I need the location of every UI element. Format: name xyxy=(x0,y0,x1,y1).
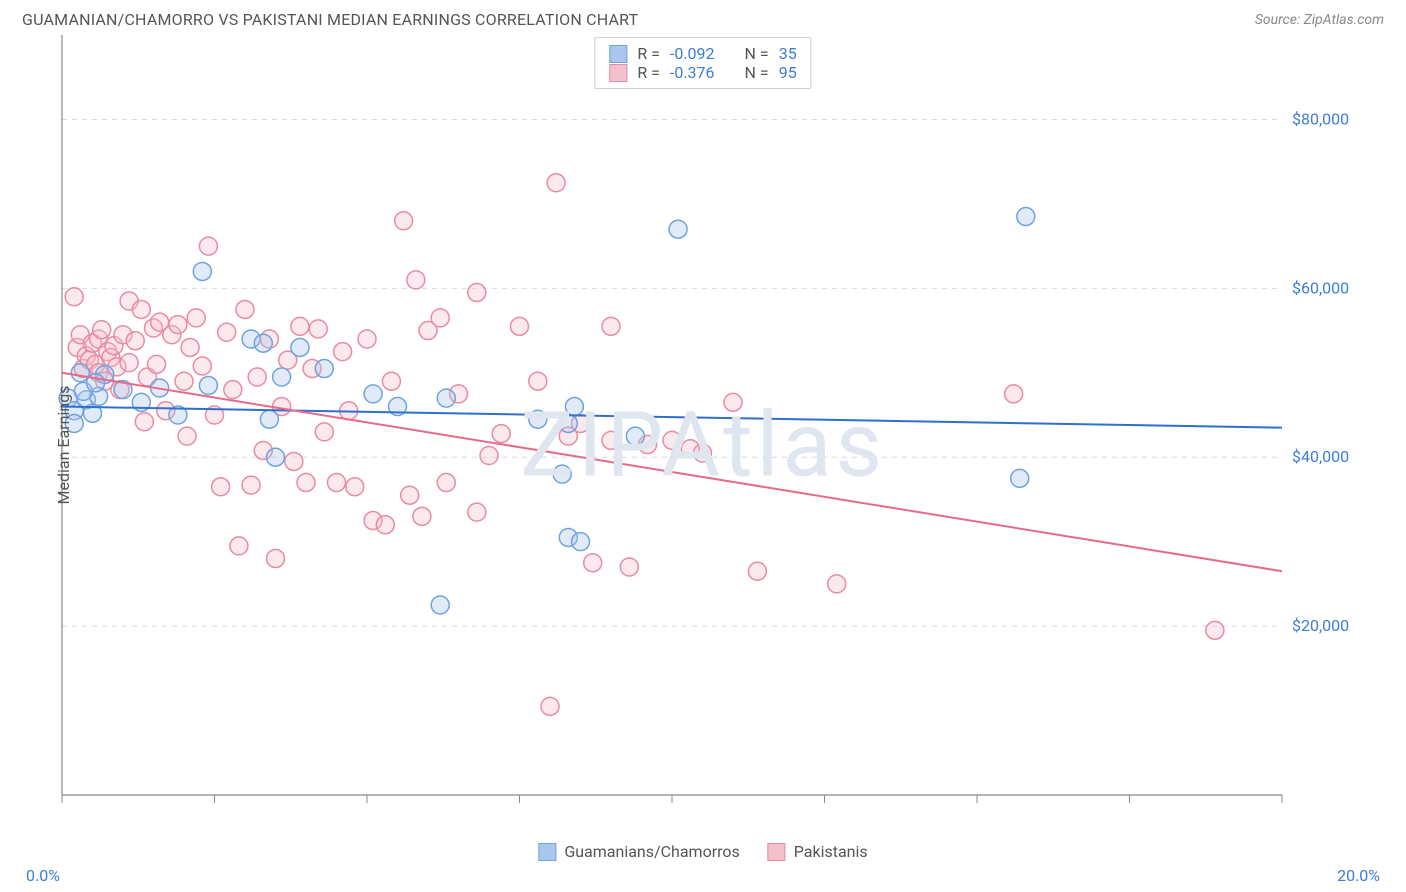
x-min-label: 0.0% xyxy=(26,866,60,885)
n-label: N = xyxy=(745,63,769,82)
y-axis-label: Median Earnings xyxy=(54,386,73,505)
svg-text:$20,000: $20,000 xyxy=(1292,616,1349,635)
legend-swatch-icon xyxy=(768,843,786,861)
r-label: R = xyxy=(637,63,660,82)
svg-text:$80,000: $80,000 xyxy=(1292,109,1349,128)
n-value-0: 35 xyxy=(779,44,797,63)
svg-text:$60,000: $60,000 xyxy=(1292,278,1349,297)
x-max-label: 20.0% xyxy=(1337,866,1380,885)
svg-text:$40,000: $40,000 xyxy=(1292,447,1349,466)
r-label: R = xyxy=(637,44,660,63)
scatter-plot: $20,000 $40,000 $60,000 $80,000 xyxy=(22,35,1352,825)
legend-item-0: Guamanians/Chamorros xyxy=(538,842,739,861)
legend-swatch-icon xyxy=(538,843,556,861)
legend-label-0: Guamanians/Chamorros xyxy=(564,842,739,861)
legend-swatch-1 xyxy=(609,64,627,82)
x-axis-end-labels: 0.0% 20.0% xyxy=(22,866,1384,885)
chart-title: GUAMANIAN/CHAMORRO VS PAKISTANI MEDIAN E… xyxy=(22,10,638,29)
series-legend: Guamanians/Chamorros Pakistanis xyxy=(538,842,867,861)
r-value-1: -0.376 xyxy=(670,63,715,82)
r-value-0: -0.092 xyxy=(670,44,715,63)
correlation-legend: R = -0.092 N = 35 R = -0.376 N = 95 xyxy=(594,37,811,89)
source-label: Source: ZipAtlas.com xyxy=(1255,12,1384,28)
n-value-1: 95 xyxy=(779,63,797,82)
legend-label-1: Pakistanis xyxy=(794,842,868,861)
legend-item-1: Pakistanis xyxy=(768,842,868,861)
chart-container: Median Earnings ZIPAtlas R = -0.092 N = … xyxy=(22,35,1384,855)
corr-row-1: R = -0.376 N = 95 xyxy=(609,63,796,82)
n-label: N = xyxy=(745,44,769,63)
corr-row-0: R = -0.092 N = 35 xyxy=(609,44,796,63)
legend-swatch-0 xyxy=(609,45,627,63)
